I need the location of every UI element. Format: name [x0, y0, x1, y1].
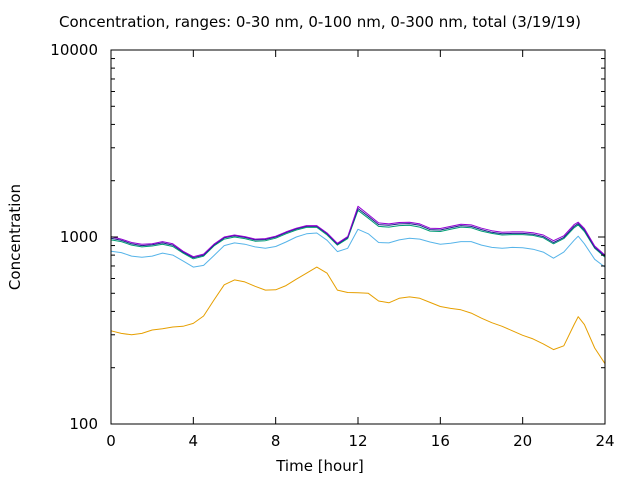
x-tick-label: 0 — [106, 432, 116, 450]
x-axis-label: Time [hour] — [276, 457, 364, 475]
plot-frame — [110, 49, 606, 425]
x-tick-label: 8 — [271, 432, 281, 450]
tick-label-layer: 0 4 8 12 16 20 24 100 1000 10000 — [50, 41, 614, 450]
x-tick-label: 4 — [189, 432, 199, 450]
series-line-3 — [110, 209, 606, 260]
y-tick-label: 10000 — [50, 41, 98, 59]
x-tick-label: 12 — [348, 432, 367, 450]
y-tick-label: 1000 — [60, 228, 98, 246]
x-tick-label: 16 — [431, 432, 450, 450]
series-line-4 — [110, 208, 606, 259]
series-layer — [110, 205, 606, 364]
series-line-1 — [110, 266, 606, 364]
series-line-5 — [110, 205, 606, 258]
tick-layer — [110, 49, 606, 425]
y-tick-label: 100 — [69, 415, 98, 433]
y-axis-label: Concentration — [6, 183, 24, 291]
x-tick-label: 20 — [513, 432, 532, 450]
series-line-2 — [110, 228, 606, 268]
chart-title: Concentration, ranges: 0-30 nm, 0-100 nm… — [59, 13, 581, 31]
x-tick-label: 24 — [595, 432, 614, 450]
